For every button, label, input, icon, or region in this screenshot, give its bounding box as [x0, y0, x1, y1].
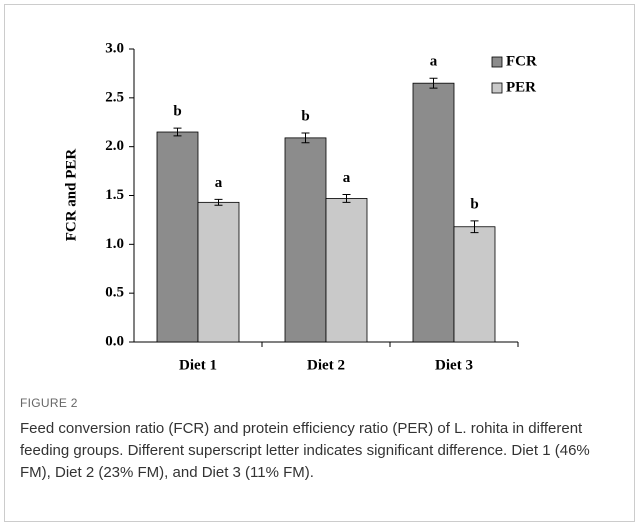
bar	[412, 82, 455, 343]
bar	[284, 137, 327, 343]
y-tick-label: 1.0	[105, 236, 124, 252]
legend-label: FCR	[506, 53, 537, 69]
error-bar	[429, 77, 438, 89]
figure-caption: Feed conversion ratio (FCR) and protein …	[20, 420, 590, 481]
y-tick-label: 3.0	[105, 40, 124, 56]
y-tick-label: 2.0	[105, 138, 124, 154]
figure-label: FIGURE 2	[20, 396, 78, 410]
significance-letter: b	[470, 196, 478, 212]
legend-swatch	[491, 82, 503, 94]
legend-label: PER	[506, 79, 536, 95]
bar	[156, 131, 199, 343]
error-bar	[214, 198, 223, 206]
bar	[325, 198, 368, 343]
significance-letter: a	[430, 54, 438, 70]
error-bar	[173, 127, 182, 137]
figure-card	[4, 4, 635, 522]
significance-letter: a	[343, 170, 351, 186]
x-tick-label: Diet 2	[307, 357, 345, 373]
error-bar	[470, 220, 479, 234]
y-tick-label: 2.5	[105, 89, 124, 105]
significance-letter: b	[173, 104, 181, 120]
legend-swatch	[491, 56, 503, 68]
bar	[453, 226, 496, 343]
significance-letter: a	[215, 175, 223, 191]
x-tick-label: Diet 3	[435, 357, 473, 373]
error-bar	[342, 194, 351, 203]
bar	[197, 201, 240, 343]
y-tick-label: 1.5	[105, 187, 124, 203]
chart: FCR and PER 0.0 0.5 1.0 1.5 2.0 2.5 3.0 Diet 1 b…	[63, 40, 537, 373]
y-tick-label: 0.0	[105, 333, 124, 349]
y-axis-title: FCR and PER	[63, 149, 79, 242]
error-bar	[301, 132, 310, 144]
y-tick-label: 0.5	[105, 285, 124, 301]
x-tick-label: Diet 1	[179, 357, 217, 373]
significance-letter: b	[301, 108, 309, 124]
